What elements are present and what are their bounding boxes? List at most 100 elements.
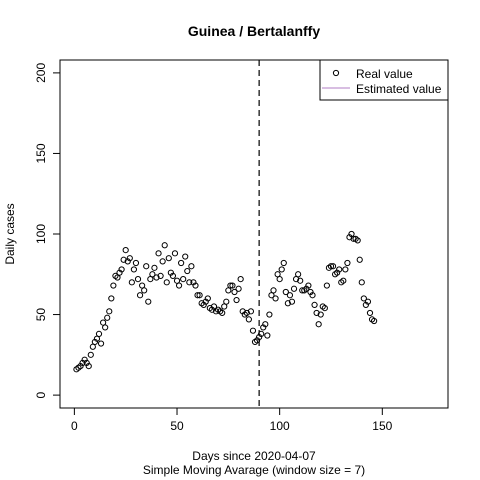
data-point xyxy=(95,330,103,337)
data-point xyxy=(104,314,111,321)
x-tick-label: 150 xyxy=(372,419,392,433)
data-point xyxy=(356,256,363,263)
x-tick-label: 0 xyxy=(71,419,78,433)
data-point xyxy=(87,351,94,358)
data-point xyxy=(134,276,142,283)
data-point xyxy=(272,295,279,302)
data-point xyxy=(132,259,140,267)
data-point xyxy=(344,259,351,267)
data-point xyxy=(188,263,195,270)
y-tick-label: 100 xyxy=(34,224,48,244)
chart-title: Guinea / Bertalanffy xyxy=(188,23,320,39)
data-point xyxy=(102,324,109,331)
data-point xyxy=(350,235,357,242)
data-point xyxy=(157,272,164,279)
data-point xyxy=(336,266,343,273)
data-point xyxy=(227,282,234,289)
data-point xyxy=(163,279,170,286)
data-point xyxy=(321,305,328,312)
data-point xyxy=(128,279,135,286)
data-point xyxy=(192,282,199,289)
y-tick-label: 0 xyxy=(34,391,48,398)
data-point xyxy=(282,288,289,296)
legend-real-marker xyxy=(332,69,340,77)
data-point xyxy=(231,288,238,296)
data-point xyxy=(110,282,117,289)
data-point xyxy=(309,292,316,299)
data-point xyxy=(280,259,287,267)
data-point xyxy=(126,255,133,262)
y-axis: 0 50 100 150 200 xyxy=(34,63,61,398)
data-point xyxy=(106,308,113,315)
data-point xyxy=(311,301,318,308)
data-point xyxy=(196,292,203,299)
data-point xyxy=(299,287,306,294)
data-point xyxy=(175,282,183,289)
data-point xyxy=(249,327,257,334)
data-point xyxy=(141,287,148,294)
data-point xyxy=(315,321,322,328)
data-point xyxy=(290,285,298,292)
y-tick-label: 50 xyxy=(34,308,48,322)
data-point xyxy=(169,272,177,279)
data-point xyxy=(247,308,255,315)
x-tick-label: 50 xyxy=(170,419,184,433)
data-point xyxy=(366,309,374,317)
data-point xyxy=(245,316,252,323)
data-point xyxy=(184,267,191,275)
x-axis-label: Days since 2020-04-07 xyxy=(192,449,316,463)
data-point xyxy=(270,287,277,294)
data-point xyxy=(118,266,125,273)
data-point xyxy=(297,277,304,284)
data-point xyxy=(143,263,150,270)
data-point xyxy=(159,258,166,265)
data-point xyxy=(85,363,92,370)
data-point xyxy=(233,296,240,304)
data-point xyxy=(340,277,347,284)
data-point xyxy=(151,264,158,271)
legend: Real value Estimated value xyxy=(319,59,449,101)
data-point xyxy=(278,266,285,273)
data-point xyxy=(329,263,337,270)
data-point xyxy=(286,292,294,299)
data-point xyxy=(204,295,211,302)
y-tick-label: 200 xyxy=(34,63,48,83)
data-point xyxy=(120,256,127,263)
data-point xyxy=(354,237,361,244)
real-value-points xyxy=(73,230,378,373)
data-point xyxy=(358,279,365,286)
data-point xyxy=(284,300,291,307)
data-point xyxy=(342,266,349,273)
data-point xyxy=(237,276,244,283)
data-point xyxy=(305,282,312,289)
data-point xyxy=(171,250,179,257)
y-axis-label: Daily cases xyxy=(3,203,17,264)
data-point xyxy=(266,311,273,318)
data-point xyxy=(295,271,302,278)
data-point xyxy=(262,321,269,328)
data-point xyxy=(235,285,242,292)
data-point xyxy=(219,309,226,317)
data-point xyxy=(186,279,193,286)
data-point xyxy=(313,309,320,317)
data-point xyxy=(155,250,162,257)
data-point xyxy=(364,298,372,305)
data-point xyxy=(178,259,185,267)
data-point xyxy=(149,271,156,278)
data-point xyxy=(153,274,160,281)
x-axis: 0 50 100 150 xyxy=(71,407,393,433)
legend-box xyxy=(319,59,449,101)
x-axis-sublabel: Simple Moving Avarage (window size = 7) xyxy=(143,463,365,477)
data-point xyxy=(161,242,168,249)
data-point xyxy=(258,330,265,337)
data-point xyxy=(180,276,187,283)
data-point xyxy=(145,298,152,305)
x-tick-label: 100 xyxy=(270,419,290,433)
data-point xyxy=(370,317,378,325)
data-point xyxy=(317,311,324,318)
data-point xyxy=(97,340,105,347)
data-point xyxy=(288,298,296,305)
data-point xyxy=(243,309,250,317)
data-point xyxy=(264,332,271,339)
